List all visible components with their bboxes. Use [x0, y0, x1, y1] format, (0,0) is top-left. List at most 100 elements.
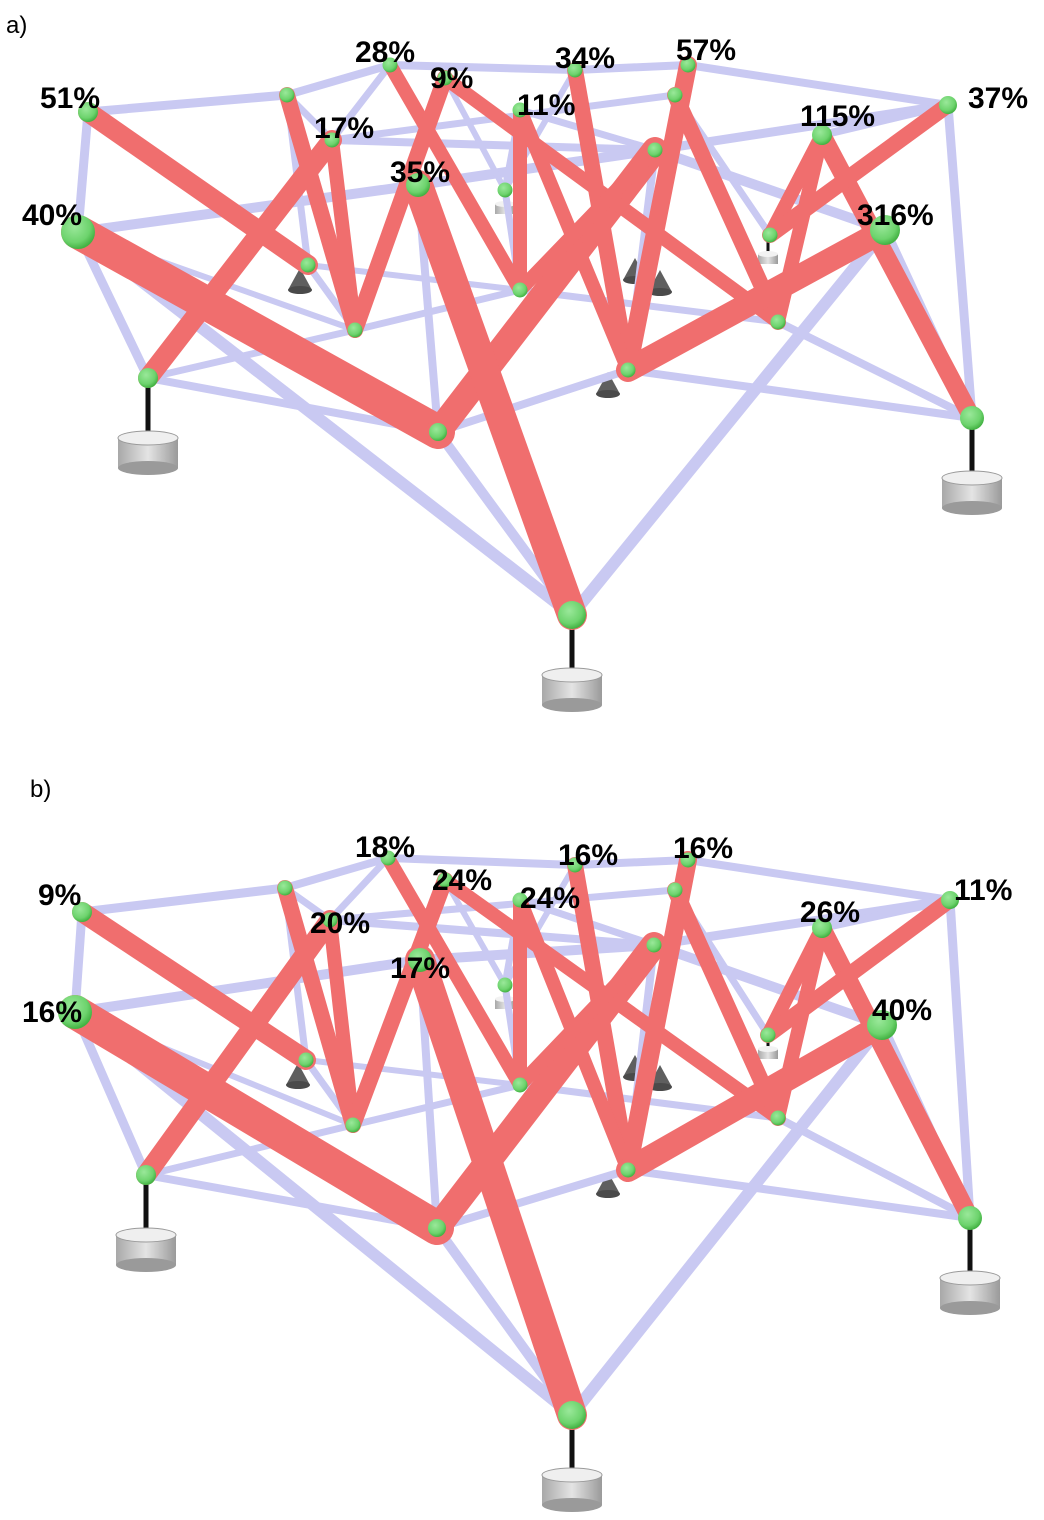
pinned-support [596, 1172, 620, 1194]
tension-member [61, 215, 455, 449]
tension-member [138, 130, 342, 388]
support-base-bottom [942, 501, 1002, 515]
utilization-label-front-right: 316% [857, 199, 934, 232]
compression-member [774, 318, 976, 422]
compression-member [384, 854, 579, 869]
utilization-label-top-mid-1: 24% [432, 864, 492, 897]
truss-node [61, 215, 95, 249]
compression-member [442, 877, 508, 988]
compression-member [142, 1121, 357, 1179]
truss-node [437, 70, 453, 86]
pinned-support-base [596, 390, 620, 398]
utilization-label-top-right-back: 34% [555, 42, 615, 75]
compression-member [571, 856, 692, 869]
utilization-label-top-mid-1: 9% [430, 62, 473, 95]
truss-node [497, 182, 513, 198]
tension-member [58, 995, 454, 1245]
truss-node [408, 948, 432, 972]
truss-node [567, 62, 583, 78]
tension-member [72, 902, 316, 1070]
truss-node [567, 857, 583, 873]
utilization-label-far-left: 51% [40, 82, 100, 115]
truss-node [279, 87, 295, 103]
truss-node [512, 892, 528, 908]
truss-diagram-b: 16% 9% 18% 24% 20% 17% 16% 16% 24% 26% 11% 40% [22, 831, 1012, 1512]
utilization-label-top-back-right: 57% [676, 34, 736, 67]
truss-node [939, 96, 957, 114]
compression-member [281, 854, 392, 892]
truss-node [667, 87, 683, 103]
tension-member [567, 62, 636, 378]
compression-member [566, 1019, 888, 1421]
tension-member [771, 128, 829, 329]
pinned-support [596, 372, 620, 394]
support-base-bottom [940, 1301, 1000, 1315]
compression-member [624, 1166, 974, 1222]
compression-member [442, 75, 508, 193]
truss-node [58, 995, 92, 1029]
truss-node [812, 125, 832, 145]
panel-label-a: a) [6, 12, 28, 39]
compression-member [326, 886, 679, 924]
compression-member [70, 955, 425, 1017]
truss-node [512, 102, 528, 118]
truss-node [647, 142, 663, 158]
compression-member [283, 61, 394, 99]
utilization-label-far-right: 11% [954, 874, 1012, 907]
truss-node [958, 1206, 982, 1230]
tension-member [325, 133, 362, 337]
support-base-top [115, 1227, 177, 1243]
truss-node [322, 912, 338, 928]
compression-member [144, 326, 359, 382]
compression-member [70, 1007, 151, 1180]
truss-node [762, 227, 778, 243]
utilization-label-top-left-mid: 18% [355, 831, 415, 864]
compression-member [624, 366, 976, 422]
utilization-label-far-right: 37% [968, 82, 1028, 115]
truss-panel-a: 40% 51% 28% 9% 17% 35% 34% 57% 11% 115% 37% 316% a) [6, 12, 1028, 712]
pinned-support [288, 268, 312, 290]
tension-member [78, 102, 318, 275]
truss-node [512, 282, 528, 298]
compression-member [328, 136, 659, 154]
truss-node [512, 1077, 528, 1093]
compression-member [684, 856, 954, 904]
utilization-label-inner-left: 20% [310, 907, 370, 940]
support-base-top [758, 1046, 778, 1052]
compression-member [943, 100, 977, 423]
utilization-label-top-right-back: 16% [558, 839, 618, 872]
compression-member [566, 224, 891, 621]
tension-member [567, 857, 636, 1178]
utilization-label-top-left-mid: 28% [355, 36, 415, 69]
truss-node [72, 902, 92, 922]
truss-node [382, 57, 398, 73]
support-base-top [117, 430, 179, 446]
tension-member [771, 921, 829, 1125]
compression-member [328, 61, 394, 144]
tension-member [381, 851, 527, 1092]
truss-node [406, 173, 430, 197]
truss-node [770, 314, 786, 330]
compression-member [73, 180, 423, 237]
pinned-support [648, 270, 672, 292]
utilization-label-right-mid: 26% [800, 896, 860, 929]
utilization-label-front-left: 16% [22, 996, 82, 1029]
compression-member [326, 916, 658, 949]
truss-node [136, 1165, 156, 1185]
truss-node [300, 257, 316, 273]
tension-member [513, 938, 661, 1092]
truss-node [345, 1117, 361, 1133]
compression-member [73, 107, 93, 237]
compression-member [349, 1081, 524, 1129]
truss-node [646, 937, 662, 953]
truss-node [324, 132, 340, 148]
compression-member [77, 883, 290, 917]
truss-node [770, 1110, 786, 1126]
compression-member [818, 896, 954, 932]
compression-member [351, 286, 524, 334]
compression-member [142, 1171, 441, 1232]
tension-member [616, 1013, 894, 1182]
pinned-support-base [596, 1190, 620, 1198]
tension-member [347, 70, 453, 338]
truss-node [497, 977, 513, 993]
